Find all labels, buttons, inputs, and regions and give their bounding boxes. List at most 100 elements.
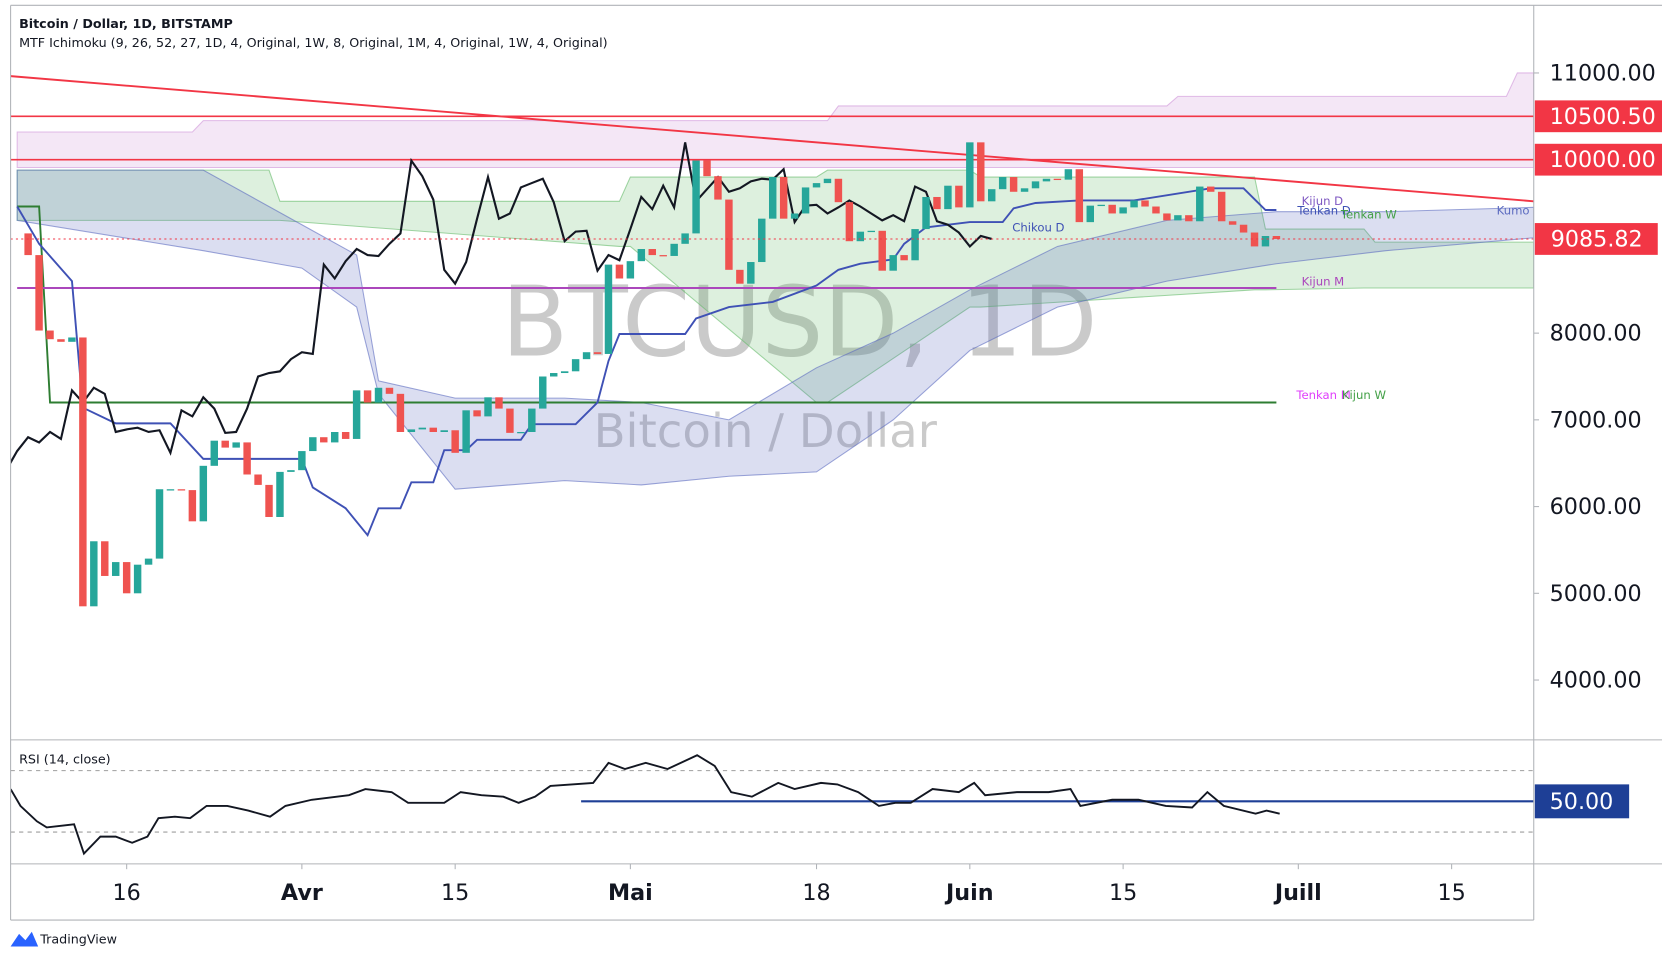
candle	[1152, 206, 1160, 214]
candle	[966, 142, 974, 208]
candle	[298, 451, 306, 471]
candle	[878, 230, 886, 271]
candle	[648, 249, 656, 256]
axes: 10500.50 10000.00 9085.82 11000.00 8000.00 70…	[113, 61, 1662, 906]
candle	[944, 185, 952, 210]
candle	[1196, 186, 1204, 222]
x-tick-label: Mai	[608, 880, 653, 906]
candle	[1064, 169, 1073, 180]
ichimoku-cloud	[16, 169, 1534, 404]
candle	[517, 432, 525, 434]
candle	[57, 339, 65, 342]
indicator-label: Tenkan W	[1340, 208, 1397, 222]
candle	[955, 185, 963, 208]
candle	[998, 177, 1007, 190]
candle	[911, 229, 919, 261]
chikou-line	[10, 142, 992, 465]
candle	[703, 160, 711, 177]
y-tick-label: 11000.00	[1550, 61, 1656, 87]
rsi-midline-box	[1534, 784, 1630, 819]
candle	[385, 387, 394, 394]
watermark-symbol: BTCUSD, 1D	[501, 264, 1097, 378]
candle	[834, 178, 843, 203]
candle	[506, 408, 514, 433]
candle	[659, 255, 667, 257]
candle	[473, 410, 481, 417]
y-tick-label: 6000.00	[1550, 494, 1642, 520]
candle	[341, 432, 350, 439]
candle	[549, 373, 558, 377]
candle	[582, 352, 591, 360]
candle	[155, 489, 164, 559]
candle	[692, 160, 700, 234]
candle	[330, 432, 339, 443]
x-tick-label: 18	[802, 880, 830, 906]
indicator-label: Kumo	[1497, 203, 1530, 217]
rsi-midline-label: 50.00	[1550, 789, 1614, 815]
candle	[122, 562, 131, 594]
candle	[987, 189, 996, 202]
x-tick-label: Juill	[1273, 880, 1322, 906]
x-tick-label: 15	[441, 880, 469, 906]
candle	[867, 230, 875, 233]
indicator-label: Tenkan D	[1296, 203, 1350, 217]
candle	[1261, 236, 1270, 247]
candle	[1075, 169, 1084, 223]
candle	[714, 176, 722, 200]
candle	[101, 541, 109, 576]
candle	[670, 243, 678, 256]
rsi-title: RSI (14, close)	[19, 752, 111, 767]
candle	[1020, 188, 1029, 192]
candle	[922, 196, 930, 230]
candle	[46, 330, 54, 340]
candle	[1228, 221, 1237, 225]
candle	[396, 393, 405, 433]
candle	[133, 564, 142, 594]
ichimoku-cloud	[16, 169, 1534, 490]
rsi-pane	[10, 754, 1534, 856]
price-level-box	[1534, 143, 1662, 176]
candle	[418, 427, 427, 430]
y-tick-label: 5000.00	[1550, 581, 1642, 607]
candle	[90, 541, 98, 607]
x-tick-label: 15	[1109, 880, 1137, 906]
candle	[1163, 213, 1171, 221]
candle	[790, 213, 799, 219]
candle	[900, 255, 908, 261]
candle	[166, 489, 175, 491]
candle	[35, 255, 43, 331]
candle	[823, 178, 832, 184]
indicator-line	[10, 75, 1534, 203]
candle	[1217, 191, 1226, 222]
candle	[736, 269, 744, 284]
candle	[320, 437, 328, 443]
candle	[276, 471, 284, 517]
candle	[287, 470, 295, 472]
candle	[210, 440, 218, 466]
candle	[1108, 204, 1116, 214]
indicator-label: Chikou D	[1012, 220, 1064, 234]
candle	[528, 408, 536, 433]
price-level-label: 10000.00	[1550, 147, 1656, 173]
last-price-box	[1534, 223, 1658, 255]
watermark-name: Bitcoin / Dollar	[594, 404, 938, 458]
candle	[265, 484, 273, 517]
candle	[593, 352, 602, 354]
candle	[856, 231, 865, 242]
candle	[1174, 215, 1182, 221]
candle	[626, 261, 635, 279]
indicator-legend: MTF Ichimoku (9, 26, 52, 27, 1D, 4, Orig…	[19, 35, 608, 50]
x-tick-label: 16	[113, 880, 141, 906]
y-tick-label: 4000.00	[1550, 668, 1642, 694]
candle	[243, 442, 251, 475]
indicator-label: Kijun M	[1302, 274, 1345, 288]
y-tick-label: 7000.00	[1550, 407, 1642, 433]
candle	[68, 337, 76, 342]
candle	[462, 410, 470, 453]
candle	[768, 177, 777, 219]
candle	[1272, 236, 1281, 239]
candle	[429, 427, 437, 433]
candle	[758, 218, 766, 263]
x-tick-label: Juin	[944, 880, 994, 906]
